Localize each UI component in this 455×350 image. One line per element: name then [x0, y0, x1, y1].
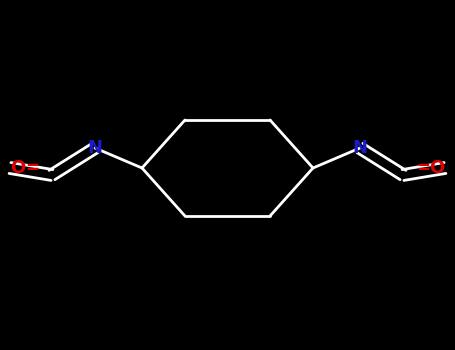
Text: O: O — [430, 159, 445, 177]
Text: N: N — [87, 139, 102, 157]
Text: N: N — [353, 139, 368, 157]
Text: O: O — [10, 159, 25, 177]
Text: =: = — [25, 159, 39, 177]
Text: =: = — [416, 159, 430, 177]
